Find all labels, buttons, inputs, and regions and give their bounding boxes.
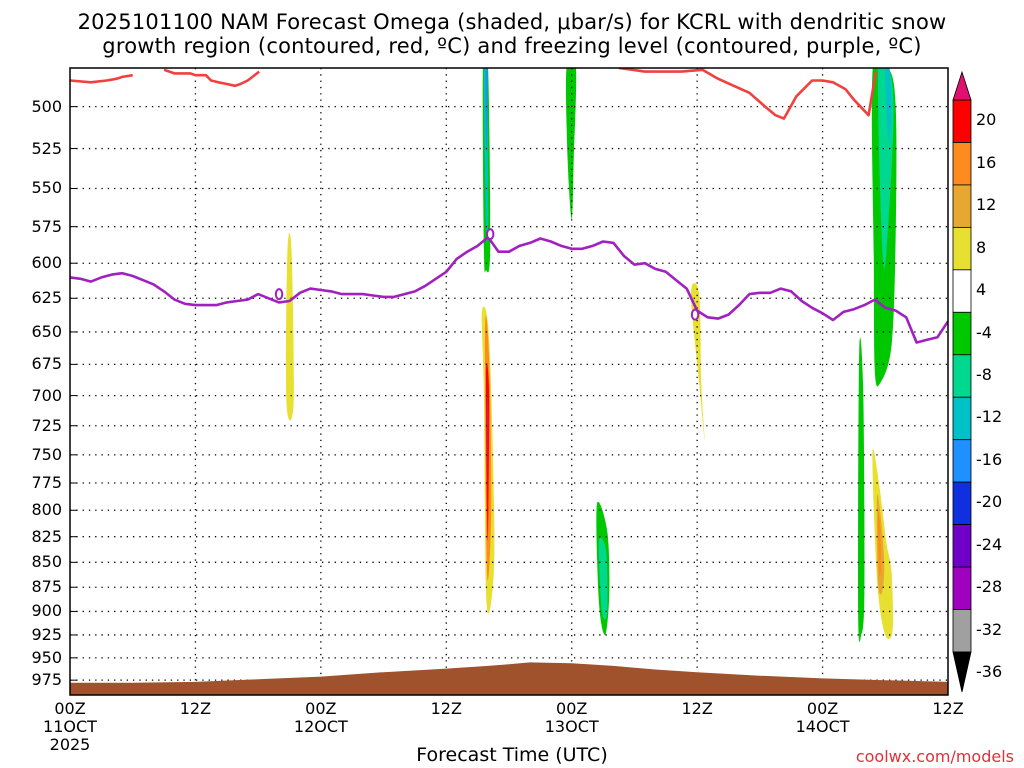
- x-tick-label-line2: 13OCT: [544, 717, 599, 736]
- colorbar-swatch-8: [952, 439, 972, 483]
- chart-title-line-1: 2025101100 NAM Forecast Omega (shaded, μ…: [77, 10, 947, 34]
- x-axis-title: Forecast Time (UTC): [416, 744, 608, 766]
- y-tick-label: 825: [31, 526, 62, 546]
- x-tick-label-line1: 12Z: [430, 699, 462, 718]
- colorbar-label: -12: [976, 407, 1003, 427]
- colorbar-top-arrow: [952, 70, 972, 101]
- y-tick-label: 550: [31, 178, 62, 198]
- x-tick-label-line1: 00Z: [54, 699, 86, 718]
- y-tick-label: 700: [31, 385, 62, 405]
- terrain-fill: [70, 662, 948, 695]
- omega-region-7: [485, 68, 488, 150]
- dgz-contour-1: [163, 68, 260, 88]
- x-tick-label-line2: 14OCT: [795, 717, 850, 736]
- dgz-contour-2: [618, 68, 878, 120]
- y-tick-label: 850: [31, 552, 62, 572]
- colorbar-label: -36: [976, 662, 1003, 682]
- y-tick-label: 500: [31, 96, 62, 116]
- colorbar-label: -20: [976, 492, 1003, 512]
- x-tick-label-line1: 12Z: [179, 699, 212, 718]
- y-tick-label: 900: [31, 601, 62, 621]
- colorbar-label: 16: [976, 152, 997, 172]
- grid-lines: [69, 68, 949, 695]
- colorbar-swatch-9: [952, 481, 972, 526]
- y-tick-label: 650: [31, 321, 62, 341]
- chart-title-line-2: growth region (contoured, red, ºC) and f…: [102, 34, 922, 58]
- x-tick-label-line2: 11OCT: [43, 717, 97, 736]
- colorbar-label: 20: [976, 110, 997, 130]
- freezing-level-label-0: [274, 288, 284, 301]
- colorbar-label: -24: [976, 534, 1003, 554]
- omega-region-4: [486, 393, 489, 491]
- x-tick-label-line1: 12Z: [932, 699, 964, 718]
- y-tick-label: 600: [31, 253, 62, 273]
- colorbar-swatch-3: [952, 226, 972, 271]
- x-tick-label-line3: 2025: [49, 735, 91, 754]
- freezing-level-label-1: [485, 228, 495, 241]
- colorbar-swatch-0: [952, 99, 972, 143]
- plot-border: [69, 67, 949, 696]
- y-tick-label: 925: [31, 624, 62, 644]
- omega-region-18: [877, 512, 882, 577]
- contours: [70, 68, 948, 344]
- x-tick-label-line1: 00Z: [556, 699, 588, 718]
- colorbar-swatch-10: [952, 524, 972, 568]
- y-tick-label: 675: [31, 354, 62, 374]
- colorbar-swatch-12: [952, 609, 972, 653]
- omega-region-15: [885, 68, 892, 142]
- colorbar-label: -32: [976, 619, 1003, 639]
- y-tick-label: 875: [31, 577, 62, 597]
- colorbar-label: 4: [976, 280, 987, 300]
- omega-shading: [285, 68, 897, 643]
- x-tick-label-line1: 00Z: [305, 699, 337, 718]
- x-tick-label-line2: 12OCT: [293, 717, 348, 736]
- colorbar-bottom-arrow: [952, 651, 972, 693]
- colorbar-label: -8: [976, 365, 992, 384]
- omega-region-11: [690, 283, 705, 441]
- terrain-ground: [70, 662, 948, 695]
- colorbar-swatch-4: [952, 269, 972, 313]
- y-tick-label: 775: [31, 473, 62, 492]
- colorbar-swatch-2: [952, 184, 972, 228]
- omega-region-0: [285, 232, 294, 421]
- colorbar-swatch-1: [952, 142, 972, 186]
- y-tick-label: 575: [31, 216, 62, 236]
- colorbar-label: -4: [976, 322, 992, 342]
- y-tick-label: 725: [31, 415, 62, 435]
- x-tick-label-line1: 00Z: [806, 699, 839, 718]
- y-tick-label: 950: [31, 647, 62, 667]
- colorbar-swatch-7: [952, 396, 972, 441]
- colorbar-swatch-5: [952, 311, 972, 356]
- colorbar: [952, 70, 972, 693]
- x-tick-label-line1: 12Z: [681, 699, 713, 718]
- dgz-contour-0: [70, 73, 133, 84]
- colorbar-label: -28: [976, 577, 1003, 597]
- omega-region-12: [858, 337, 865, 643]
- plot-frame: [69, 67, 949, 696]
- freezing-level-label-2: [690, 308, 700, 321]
- y-tick-label: 750: [31, 444, 62, 464]
- y-tick-label: 800: [31, 500, 62, 520]
- omega-region-10: [598, 537, 608, 620]
- colorbar-swatch-11: [952, 566, 972, 610]
- colorbar-label: -16: [976, 449, 1003, 469]
- colorbar-label: 8: [976, 237, 987, 257]
- y-tick-label: 525: [31, 138, 62, 158]
- y-tick-label: 625: [31, 288, 62, 308]
- freezing-level-line: [70, 235, 948, 344]
- colorbar-label: 12: [976, 195, 997, 215]
- colorbar-swatch-6: [952, 354, 972, 398]
- y-tick-label: 975: [31, 670, 62, 690]
- source-credit: coolwx.com/models: [855, 747, 1014, 766]
